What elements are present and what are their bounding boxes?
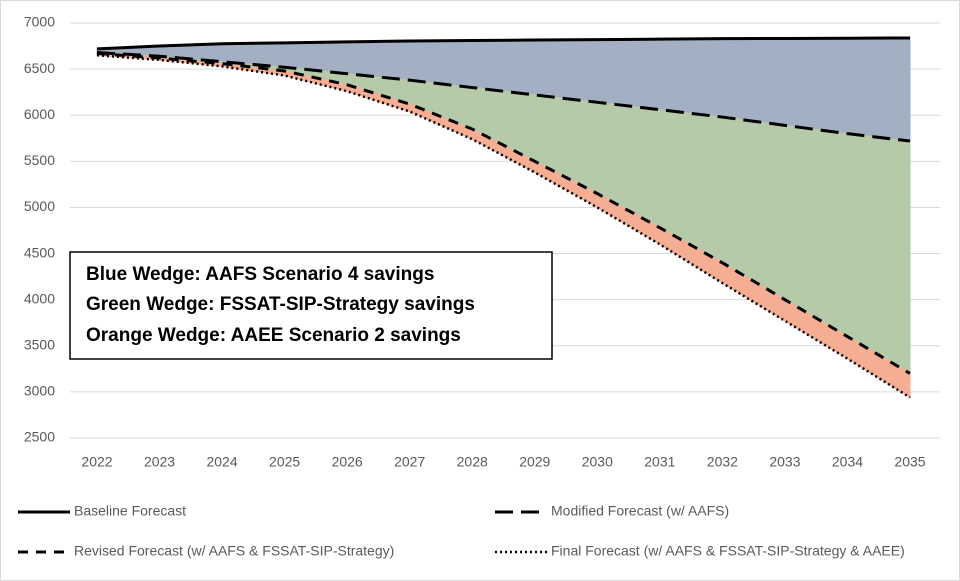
y-tick-label: 3000 xyxy=(24,383,55,399)
x-tick-label: 2024 xyxy=(206,454,237,470)
legend-label: Revised Forecast (w/ AAFS & FSSAT-SIP-St… xyxy=(74,543,394,559)
x-tick-label: 2027 xyxy=(394,454,425,470)
x-tick-label: 2035 xyxy=(894,454,925,470)
y-tick-label: 7000 xyxy=(24,14,55,30)
x-tick-label: 2022 xyxy=(81,454,112,470)
y-tick-label: 4000 xyxy=(24,290,55,306)
line-series xyxy=(96,51,911,143)
y-tick-label: 6500 xyxy=(24,60,55,76)
y-tick-label: 5500 xyxy=(24,152,55,168)
line-series xyxy=(96,51,911,375)
y-tick-label: 2500 xyxy=(24,429,55,445)
y-tick-label: 3500 xyxy=(24,336,55,352)
legend-label: Baseline Forecast xyxy=(74,503,186,519)
x-tick-label: 2028 xyxy=(457,454,488,470)
line-series xyxy=(96,54,911,399)
y-tick-label: 5000 xyxy=(24,198,55,214)
annotation: Green Wedge: FSSAT-SIP-Strategy savings xyxy=(86,294,475,315)
legend-label: Modified Forecast (w/ AAFS) xyxy=(551,503,729,519)
x-tick-label: 2023 xyxy=(144,454,175,470)
x-tick-label: 2029 xyxy=(519,454,550,470)
y-tick-label: 6000 xyxy=(24,106,55,122)
y-tick-label: 4500 xyxy=(24,244,55,260)
x-tick-label: 2030 xyxy=(582,454,613,470)
annotation-box xyxy=(69,251,553,360)
line-series xyxy=(96,36,911,51)
x-tick-label: 2032 xyxy=(707,454,738,470)
x-tick-label: 2034 xyxy=(832,454,863,470)
annotation: Orange Wedge: AAEE Scenario 2 savings xyxy=(86,325,461,346)
x-tick-label: 2031 xyxy=(644,454,675,470)
legend-label: Final Forecast (w/ AAFS & FSSAT-SIP-Stra… xyxy=(551,543,905,559)
x-tick-label: 2026 xyxy=(332,454,363,470)
annotation: Blue Wedge: AAFS Scenario 4 savings xyxy=(86,264,434,285)
x-tick-label: 2025 xyxy=(269,454,300,470)
x-tick-label: 2033 xyxy=(769,454,800,470)
